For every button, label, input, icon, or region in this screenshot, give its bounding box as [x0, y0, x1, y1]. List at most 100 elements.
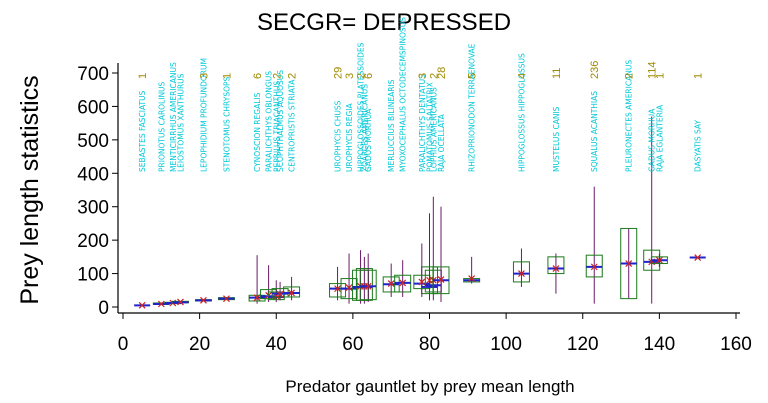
species-label: UROPHYCIS CHUSS: [334, 100, 343, 172]
mean-marker: [138, 301, 146, 309]
mean-marker: [518, 270, 525, 277]
x-tick-label: 40: [266, 334, 287, 355]
count-label: 2: [271, 73, 283, 79]
count-label: 2: [428, 73, 440, 79]
y-axis-label: Prey length statistics: [16, 75, 44, 304]
y-tick-label: 500: [77, 131, 109, 152]
species-label: STENOTOMUS CHRYSOPS: [222, 76, 231, 172]
species-label: LEPOPHIDIUM PROFUNDORUM: [199, 58, 208, 172]
y-tick-label: 0: [98, 298, 109, 319]
mean-marker: [276, 290, 284, 298]
y-tick-label: 600: [77, 97, 109, 118]
count-label: 2: [356, 73, 368, 79]
species-label: LOPHIUS AMERICANUS: [429, 87, 438, 172]
box: [355, 268, 373, 301]
plot-marks: [134, 116, 706, 309]
species-label: PRIONOTUS CAROLINUS: [157, 81, 166, 172]
count-label: 1: [693, 73, 705, 79]
species-label: GADUS MORHUA: [364, 108, 373, 172]
count-label: 3: [198, 73, 210, 79]
species-label: SCOPHTHALMUS AQUOSUS: [276, 70, 285, 172]
species-label: SEBASTES FASCIATUS: [138, 90, 147, 172]
x-axis-label: Predator gauntlet by prey mean length: [285, 377, 574, 396]
x-tick-label: 0: [118, 334, 129, 355]
count-label: 3: [344, 73, 356, 79]
count-label: 2: [624, 73, 636, 79]
count-label: 2: [287, 73, 299, 79]
x-tick-label: 60: [342, 334, 363, 355]
axes: 0 20 40 60 80 100 120 140 160 0 100 200 300 400 500 600…: [77, 63, 752, 355]
mean-marker: [288, 289, 295, 297]
species-label: PLEURONECTES AMERICANUS: [625, 60, 634, 172]
y-tick-label: 400: [77, 164, 109, 185]
species-label: CENTROPRISTIS STRIATA: [288, 79, 297, 172]
y-tick-label: 100: [77, 265, 109, 286]
species-label: UROPHYCIS REGIA: [345, 102, 354, 172]
mean-marker: [345, 284, 353, 292]
mean-marker: [399, 279, 407, 287]
mean-marker: [334, 285, 341, 293]
mean-marker: [253, 294, 261, 302]
mean-marker: [625, 260, 633, 267]
species-label: POMATOMUS SALTATRIX: [426, 82, 435, 172]
x-tick-label: 120: [567, 334, 599, 355]
mean-marker: [223, 295, 230, 303]
count-label: 6: [252, 73, 264, 79]
count-label: 1: [654, 73, 666, 79]
mean-marker: [200, 296, 207, 304]
box: [547, 256, 565, 275]
box: [267, 291, 285, 301]
mean-marker: [387, 280, 395, 288]
count-label: 11: [551, 68, 563, 79]
box: [329, 283, 347, 298]
y-tick-label: 200: [77, 231, 109, 252]
box: [283, 286, 301, 298]
mean-marker: [552, 265, 560, 272]
mean-marker: [590, 263, 598, 271]
species-label: HIPPOGLOSSUS HIPPOGLOSSUS: [517, 53, 526, 172]
x-tick-label: 140: [644, 334, 676, 355]
count-label: 114: [647, 61, 659, 79]
species-label: DASYATIS SAY: [694, 120, 703, 172]
species-label: CYNOSCION REGALIS: [253, 92, 262, 172]
species-label: GADUS MORHUA: [648, 108, 657, 172]
count-label: 4: [516, 73, 528, 79]
box: [359, 269, 377, 301]
species-label: MERLUCCIUS BILINEARIS: [387, 79, 396, 172]
x-tick-label: 100: [490, 334, 522, 355]
mean-marker: [655, 256, 663, 264]
y-tick-label: 300: [77, 198, 109, 219]
species-label: MYOXOCEPHALUS OCTODECEMSPINOSUS: [399, 17, 408, 172]
x-tick-label: 80: [419, 334, 440, 355]
species-label: HIPPOGLOSSOIDES PLATESSOIDES: [357, 42, 366, 172]
species-label: SQUALUS ACANTHIAS: [590, 91, 599, 172]
count-label: 1: [137, 73, 149, 79]
species-label: RHIZOPRIONODON TERRAENOVAE: [468, 43, 477, 172]
species-label: PARALICHTHYS DENTATUS: [418, 74, 427, 172]
mean-marker: [694, 254, 702, 261]
count-label: 5: [467, 73, 479, 79]
count-label: 236: [589, 61, 601, 79]
species-label: RAJA OCELLATA: [437, 113, 446, 172]
mean-marker: [468, 275, 476, 283]
species-label: MUSTELUS CANIS: [552, 106, 561, 172]
x-tick-label: 160: [720, 334, 752, 355]
species-label: RAJA EGLANTERIA: [655, 104, 664, 172]
species-label: MENTICIRRHUS AMERICANUS: [169, 62, 178, 172]
x-tick-label: 20: [189, 334, 210, 355]
species-label: LEIOSTOMUS XANTHURUS: [176, 73, 185, 172]
chart-title: SECGR= DEPRESSED: [257, 9, 511, 36]
mean-marker: [157, 300, 165, 308]
count-label: 6: [363, 73, 375, 79]
species-label: PEPRILUS TRIACANTHUS: [272, 81, 281, 172]
count-label: 28: [436, 67, 448, 79]
count-label: 1: [221, 73, 233, 79]
species-label: PARALICHTHYS OBLONGUS: [265, 71, 274, 172]
count-label: 3: [417, 73, 429, 79]
box: [512, 261, 530, 283]
species-label: ZOARCES AMERICANUS: [360, 84, 369, 172]
mean-marker: [177, 298, 184, 306]
mean-marker: [437, 276, 445, 284]
